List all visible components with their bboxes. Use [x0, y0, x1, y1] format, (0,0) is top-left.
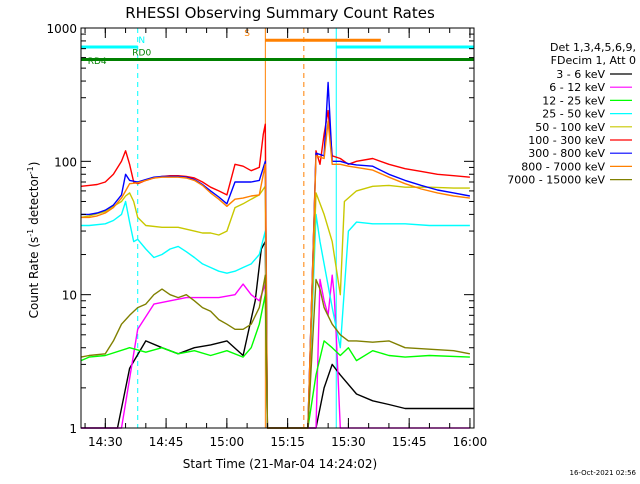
state-label-0: N — [138, 36, 145, 46]
legend-label-5: 100 - 300 keV — [528, 134, 605, 147]
legend-label-3: 25 - 50 keV — [542, 108, 605, 121]
y-axis-label: Count Rate (s-1 detector-1) — [26, 162, 41, 319]
legend-label-7: 800 - 7000 keV — [521, 160, 605, 173]
plot-axes: 1 10 100 1000 14:30 14:45 15:00 15:15 15:30 15:45… — [46, 22, 487, 449]
legend-label-6: 300 - 800 keV — [528, 147, 605, 160]
series-line-8 — [80, 274, 471, 429]
legend-label-4: 50 - 100 keV — [535, 121, 605, 134]
legend-header-line-2: FDecim 1, Att 0 — [551, 54, 636, 67]
plot-series — [80, 81, 474, 429]
state-label-1: RD0 — [132, 49, 151, 59]
x-tick-label: 14:30 — [88, 435, 123, 449]
x-tick-label: 15:00 — [210, 435, 245, 449]
y-tick-label: 1 — [69, 422, 77, 436]
chart-title: RHESSI Observing Summary Count Rates — [125, 4, 435, 22]
x-axis-label: Start Time (21-Mar-04 14:24:02) — [183, 457, 377, 471]
series-line-0 — [81, 240, 474, 429]
series-line-3 — [81, 200, 470, 429]
series-line-7 — [81, 120, 470, 429]
legend-label-8: 7000 - 15000 keV — [507, 174, 605, 187]
legend-label-1: 6 - 12 keV — [549, 81, 605, 94]
plot-frame — [80, 27, 475, 429]
x-tick-label: 15:15 — [270, 435, 305, 449]
series-line-4 — [80, 184, 470, 429]
x-tick-label: 14:45 — [149, 435, 184, 449]
y-tick-label: 100 — [54, 155, 77, 169]
observing-state-bars: N RD0 RD4 S — [81, 29, 474, 67]
state-label-3: S — [244, 29, 250, 39]
x-tick-label: 16:00 — [453, 435, 488, 449]
timestamp: 16-Oct-2021 02:56 — [570, 469, 637, 477]
state-label-2: RD4 — [88, 57, 107, 67]
legend-label-0: 3 - 6 keV — [556, 68, 605, 81]
y-tick-label: 1000 — [46, 22, 77, 36]
series-line-5 — [80, 109, 470, 429]
x-tick-label: 15:45 — [392, 435, 427, 449]
legend-header-line-1: Det 1,3,4,5,6,9, — [550, 41, 636, 54]
y-tick-label: 10 — [62, 289, 77, 303]
legend-label-2: 12 - 25 keV — [542, 94, 605, 107]
x-tick-label: 15:30 — [331, 435, 366, 449]
observing-state-lines — [80, 28, 475, 428]
series-line-6 — [81, 81, 471, 429]
